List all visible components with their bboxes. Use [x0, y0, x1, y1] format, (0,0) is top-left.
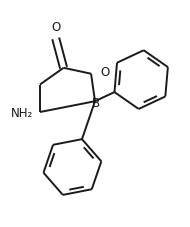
Text: NH₂: NH₂: [11, 106, 33, 119]
Text: O: O: [51, 21, 60, 34]
Text: O: O: [100, 66, 109, 79]
Text: B: B: [92, 96, 100, 109]
